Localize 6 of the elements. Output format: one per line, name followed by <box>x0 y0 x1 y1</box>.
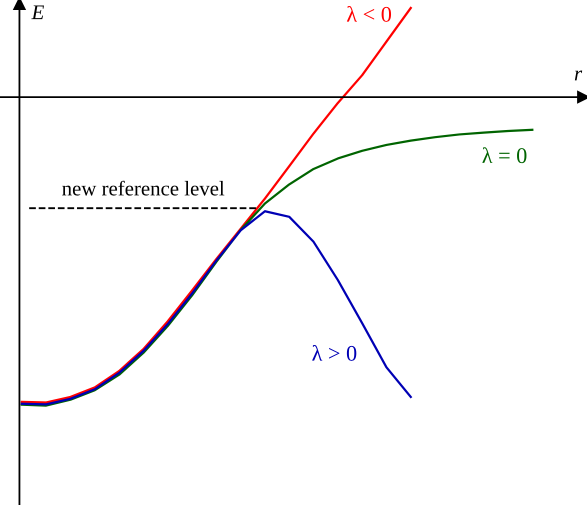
series-label: λ > 0 <box>312 344 356 361</box>
series-label: λ < 0 <box>346 6 392 22</box>
y-axis-title: E <box>31 5 44 20</box>
ref-line-label: new reference level <box>62 180 224 196</box>
series-label: λ = 0 <box>482 147 526 164</box>
x-axis-title: r <box>574 70 582 80</box>
